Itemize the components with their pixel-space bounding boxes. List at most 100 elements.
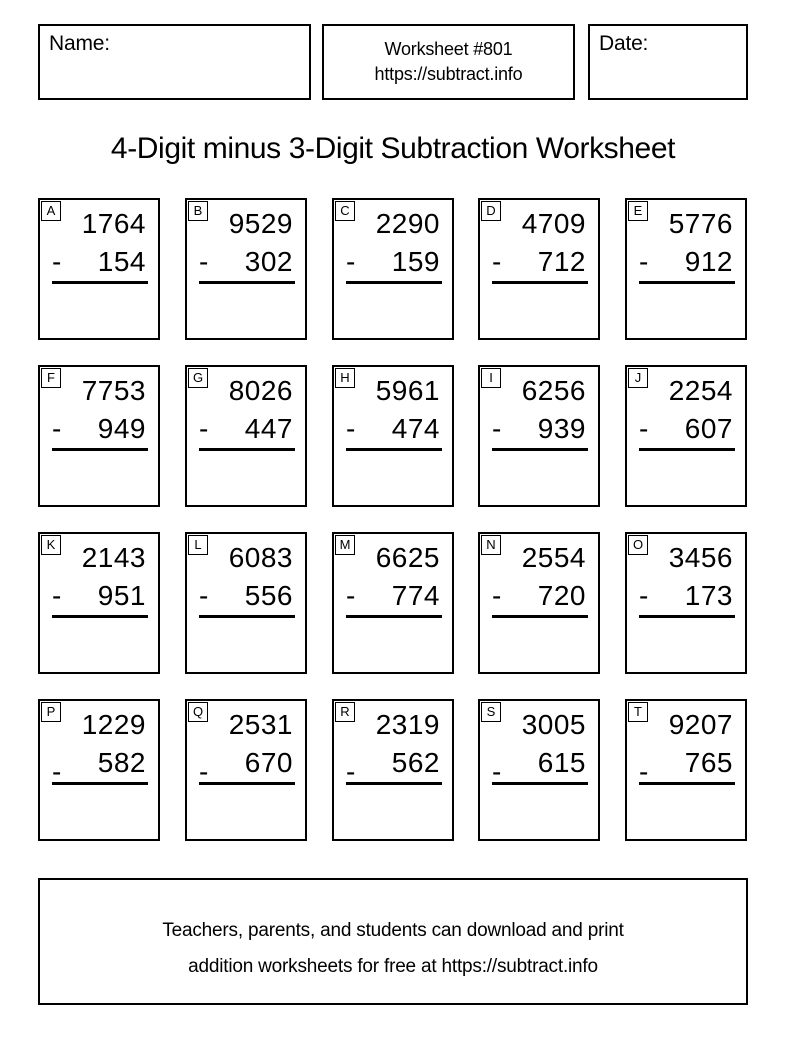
problem-cell[interactable]: O 3456 - 173	[625, 532, 747, 674]
problem-cell[interactable]: L 6083 - 556	[185, 532, 307, 674]
problem-cell[interactable]: T 9207 - 765	[625, 699, 747, 841]
minuend: 9207	[668, 709, 733, 740]
minus-sign-icon: -	[346, 756, 356, 787]
date-label: Date:	[599, 32, 649, 55]
problem-cell[interactable]: F 7753 - 949	[38, 365, 160, 507]
problem-letter: L	[188, 535, 208, 555]
problem-cell[interactable]: A 1764 - 154	[38, 198, 160, 340]
problem-letter: S	[481, 702, 501, 722]
minus-sign-icon: -	[199, 246, 209, 277]
minuend: 7753	[81, 375, 146, 406]
minus-sign-icon: -	[346, 413, 356, 444]
problem-row: A 1764 - 154 B 9529 - 302 C 2290 - 159	[38, 198, 748, 340]
date-field-box[interactable]: Date:	[588, 24, 748, 100]
footer-line-1: Teachers, parents, and students can down…	[162, 920, 624, 941]
problem-cell[interactable]: E 5776 - 912	[625, 198, 747, 340]
problem-letter: Q	[188, 702, 208, 722]
answer-rule	[346, 281, 442, 284]
minus-sign-icon: -	[639, 756, 649, 787]
minuend: 2531	[228, 709, 293, 740]
subtrahend: 173	[684, 580, 733, 611]
footer-box: Teachers, parents, and students can down…	[38, 878, 748, 1005]
answer-rule	[492, 281, 588, 284]
minuend: 6256	[521, 375, 586, 406]
minuend: 6083	[228, 542, 293, 573]
minuend: 5776	[668, 208, 733, 239]
subtrahend: 474	[391, 413, 440, 444]
worksheet-info-box: Worksheet #801 https://subtract.info	[322, 24, 575, 100]
subtrahend: 670	[244, 747, 293, 778]
problem-letter: H	[335, 368, 355, 388]
minus-sign-icon: -	[492, 246, 502, 277]
worksheet-header: Name: Worksheet #801 https://subtract.in…	[38, 24, 748, 100]
minuend: 6625	[375, 542, 440, 573]
answer-rule	[199, 448, 295, 451]
footer-line-2: addition worksheets for free at https://…	[188, 956, 598, 977]
problem-cell[interactable]: P 1229 - 582	[38, 699, 160, 841]
subtrahend: 154	[97, 246, 146, 277]
subtrahend: 615	[537, 747, 586, 778]
problem-letter: O	[628, 535, 648, 555]
minus-sign-icon: -	[52, 756, 62, 787]
subtrahend: 582	[97, 747, 146, 778]
problem-cell[interactable]: I 6256 - 939	[478, 365, 600, 507]
minus-sign-icon: -	[199, 580, 209, 611]
subtrahend: 607	[684, 413, 733, 444]
minus-sign-icon: -	[52, 246, 62, 277]
subtrahend: 949	[97, 413, 146, 444]
problem-cell[interactable]: B 9529 - 302	[185, 198, 307, 340]
minus-sign-icon: -	[492, 580, 502, 611]
problem-cell[interactable]: G 8026 - 447	[185, 365, 307, 507]
problem-cell[interactable]: C 2290 - 159	[332, 198, 454, 340]
problem-letter: J	[628, 368, 648, 388]
answer-rule	[52, 281, 148, 284]
problem-cell[interactable]: S 3005 - 615	[478, 699, 600, 841]
subtrahend: 912	[684, 246, 733, 277]
problem-cell[interactable]: K 2143 - 951	[38, 532, 160, 674]
problem-letter: R	[335, 702, 355, 722]
subtrahend: 951	[97, 580, 146, 611]
problem-cell[interactable]: H 5961 - 474	[332, 365, 454, 507]
subtrahend: 447	[244, 413, 293, 444]
answer-rule	[346, 448, 442, 451]
subtrahend: 765	[684, 747, 733, 778]
problem-letter: G	[188, 368, 208, 388]
problem-cell[interactable]: Q 2531 - 670	[185, 699, 307, 841]
problem-row: K 2143 - 951 L 6083 - 556 M 6625 - 774	[38, 532, 748, 674]
problem-letter: K	[41, 535, 61, 555]
answer-rule	[492, 615, 588, 618]
problem-letter: E	[628, 201, 648, 221]
problem-letter: N	[481, 535, 501, 555]
subtrahend: 562	[391, 747, 440, 778]
problem-cell[interactable]: N 2554 - 720	[478, 532, 600, 674]
subtrahend: 302	[244, 246, 293, 277]
minus-sign-icon: -	[639, 580, 649, 611]
minuend: 2143	[81, 542, 146, 573]
subtrahend: 774	[391, 580, 440, 611]
minuend: 2290	[375, 208, 440, 239]
problem-cell[interactable]: J 2254 - 607	[625, 365, 747, 507]
problem-cell[interactable]: M 6625 - 774	[332, 532, 454, 674]
minuend: 3005	[521, 709, 586, 740]
answer-rule	[639, 281, 735, 284]
minus-sign-icon: -	[52, 580, 62, 611]
answer-rule	[346, 615, 442, 618]
subtrahend: 939	[537, 413, 586, 444]
minuend: 1764	[81, 208, 146, 239]
minuend: 4709	[521, 208, 586, 239]
subtrahend: 720	[537, 580, 586, 611]
answer-rule	[52, 448, 148, 451]
problem-row: P 1229 - 582 Q 2531 - 670 R 2319 - 562	[38, 699, 748, 841]
minuend: 2254	[668, 375, 733, 406]
answer-rule	[199, 782, 295, 785]
problem-cell[interactable]: R 2319 - 562	[332, 699, 454, 841]
minuend: 1229	[81, 709, 146, 740]
problem-cell[interactable]: D 4709 - 712	[478, 198, 600, 340]
answer-rule	[199, 615, 295, 618]
minuend: 8026	[228, 375, 293, 406]
minus-sign-icon: -	[492, 756, 502, 787]
name-field-box[interactable]: Name:	[38, 24, 311, 100]
problem-grid: A 1764 - 154 B 9529 - 302 C 2290 - 159	[38, 198, 748, 866]
problem-letter: M	[335, 535, 355, 555]
page-title: 4-Digit minus 3-Digit Subtraction Worksh…	[110, 132, 676, 165]
